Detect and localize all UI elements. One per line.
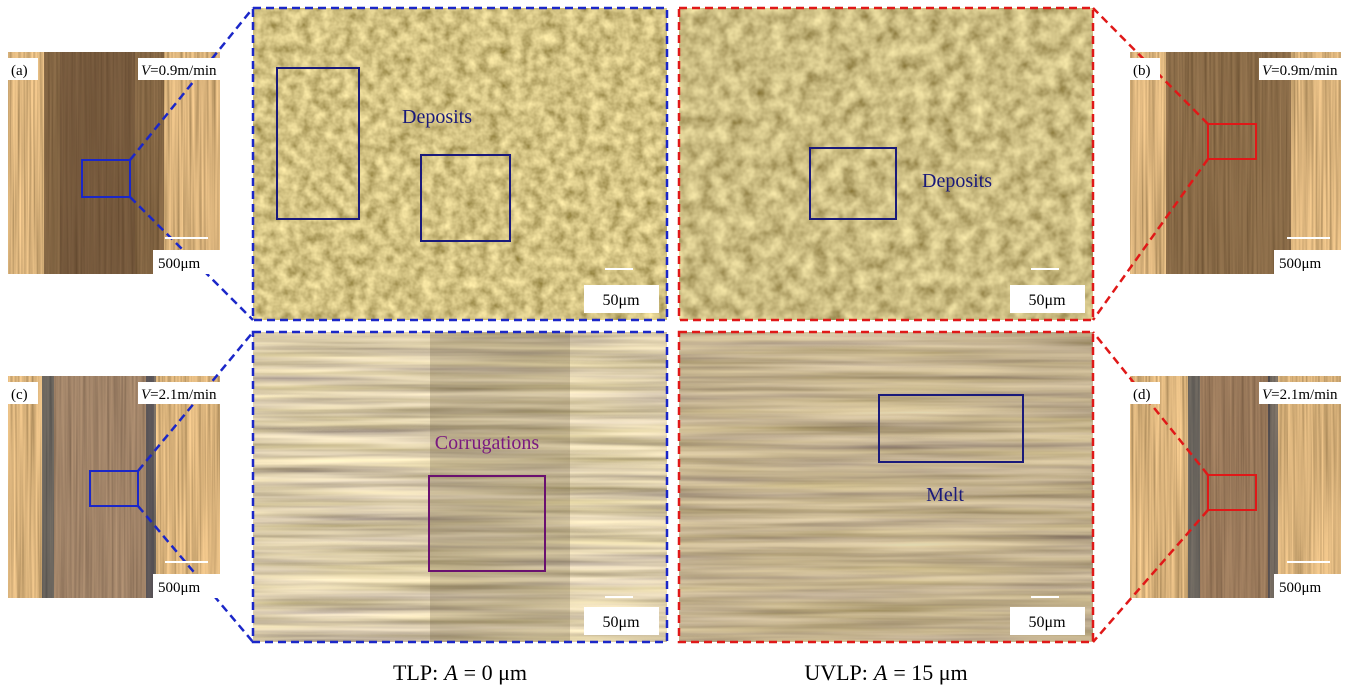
speed-value: =2.1m/min bbox=[1271, 387, 1338, 403]
thumbnail-a bbox=[8, 52, 220, 274]
annotation: Melt bbox=[926, 484, 964, 506]
zoom-panel bbox=[253, 8, 1093, 642]
panel-label: (b) bbox=[1133, 63, 1151, 79]
scale-label: 500μm bbox=[1279, 580, 1322, 596]
scale-label: 50μm bbox=[1028, 614, 1066, 631]
speed-label: V=0.9m/min bbox=[1262, 63, 1338, 79]
scale-label: 50μm bbox=[602, 292, 640, 309]
speed-value: =0.9m/min bbox=[150, 63, 217, 79]
caption: UVLP:A= 15 μm bbox=[804, 660, 967, 685]
scale-label: 50μm bbox=[1028, 292, 1066, 309]
scale-label: 500μm bbox=[1279, 256, 1322, 272]
annotation: Deposits bbox=[402, 106, 472, 128]
panel-label: (c) bbox=[11, 387, 28, 403]
scale-label: 50μm bbox=[602, 614, 640, 631]
panel-label: (d) bbox=[1133, 387, 1151, 403]
caption-var: A bbox=[442, 660, 458, 685]
caption-suffix: = 15 μm bbox=[893, 660, 967, 685]
scale-label: 500μm bbox=[158, 256, 201, 272]
figure: (a) V=0.9m/min 500μm (b) V=0.9m/min 500μ… bbox=[0, 0, 1349, 688]
caption-suffix: = 0 μm bbox=[464, 660, 527, 685]
caption-prefix: TLP: bbox=[393, 660, 438, 685]
caption: TLP:A= 0 μm bbox=[393, 660, 527, 685]
scale-label: 500μm bbox=[158, 580, 201, 596]
annotation: Corrugations bbox=[435, 432, 540, 454]
speed-label: V=2.1m/min bbox=[1262, 387, 1338, 403]
page: (a) V=0.9m/min 500μm (b) V=0.9m/min 500μ… bbox=[0, 0, 1349, 693]
caption-var: A bbox=[872, 660, 888, 685]
speed-value: =0.9m/min bbox=[1271, 63, 1338, 79]
panel-label: (a) bbox=[11, 63, 28, 79]
caption-prefix: UVLP: bbox=[804, 660, 868, 685]
speed-label: V=0.9m/min bbox=[141, 63, 217, 79]
speed-label: V=2.1m/min bbox=[141, 387, 217, 403]
speed-value: =2.1m/min bbox=[150, 387, 217, 403]
annotation: Deposits bbox=[922, 170, 992, 192]
thumbnail-b bbox=[1130, 52, 1341, 274]
